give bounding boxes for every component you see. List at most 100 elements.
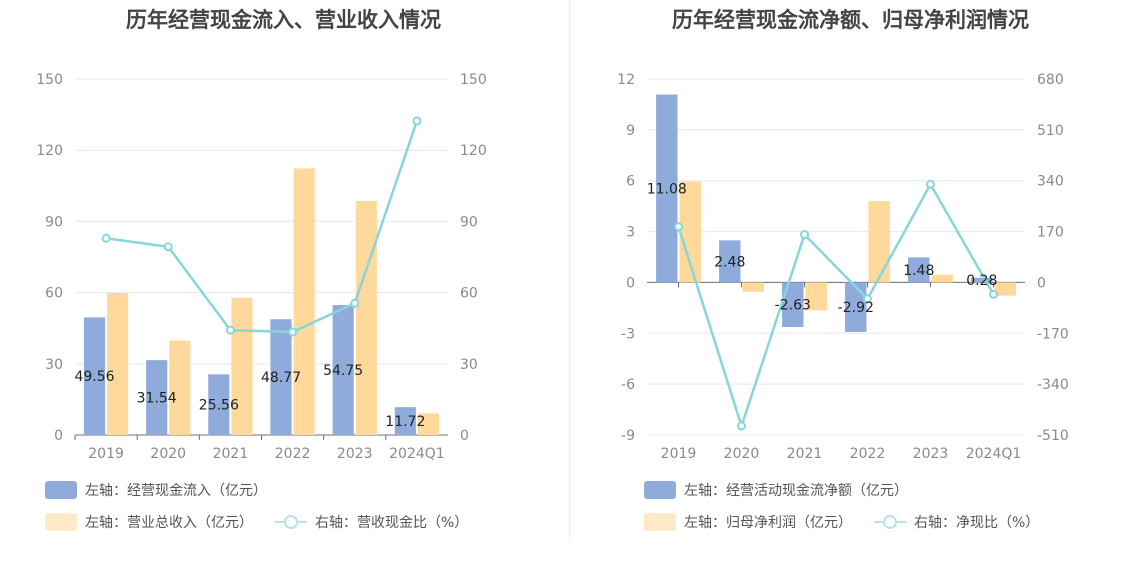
bar-series-2 — [293, 168, 315, 435]
y-right-tick-label: -170 — [1037, 326, 1069, 342]
y-left-tick-label: 0 — [54, 428, 63, 444]
line-point — [989, 289, 998, 299]
bar-series-2 — [931, 274, 953, 283]
legend-label: 右轴：净现比（%） — [914, 515, 1040, 531]
bar-series-1 — [270, 319, 292, 435]
y-right-tick-label: 680 — [1037, 72, 1064, 88]
legend-line-circle-icon — [275, 515, 307, 529]
y-left-tick-label: -9 — [621, 428, 635, 444]
line-point — [412, 116, 422, 126]
chart-plot-area: 150 150 120 120 90 90 60 60 30 30 0 0 2019 2020 2021 20… — [36, 72, 487, 462]
y-right-tick-label: 170 — [1037, 225, 1064, 241]
legend-swatch-orange — [45, 513, 77, 531]
y-right-tick-label: 30 — [460, 357, 478, 373]
legend-label: 左轴：经营现金流入（亿元） — [85, 483, 267, 499]
x-tick-label: 2022 — [850, 446, 886, 462]
line-point — [350, 298, 360, 308]
y-right-tick-label: 60 — [460, 286, 478, 302]
x-tick-label: 2024Q1 — [389, 446, 445, 462]
bar-series-1 — [656, 94, 678, 283]
line-point — [863, 294, 872, 304]
line-series — [677, 181, 995, 431]
y-right-tick-label: 150 — [460, 72, 487, 88]
line-point — [163, 242, 173, 252]
legend-label: 右轴：营收现金比（%） — [315, 515, 469, 531]
x-tick-label: 2019 — [88, 446, 124, 462]
bar-series-2 — [231, 297, 253, 435]
legend-swatch-blue — [644, 481, 676, 499]
legend-item-net-profit[interactable]: 左轴：归母净利润（亿元） — [644, 512, 852, 532]
y-left-tick-label: 12 — [617, 72, 635, 88]
y-left-tick-label: 3 — [626, 225, 635, 241]
line-point — [101, 233, 111, 243]
bar-series-2 — [868, 201, 890, 283]
x-tick-label: 2022 — [275, 446, 311, 462]
line-series — [105, 120, 419, 334]
bar-data-label: 54.75 — [323, 363, 363, 379]
y-left-tick-label: -3 — [621, 326, 635, 342]
x-tick-label: 2020 — [724, 446, 760, 462]
chart-plot-area: 12 680 9 510 6 340 3 170 0 0 -3 -170 -6 -340 -9 -510 201… — [617, 72, 1069, 462]
legend-item-net-cash-flow[interactable]: 左轴：经营活动现金流净额（亿元） — [644, 480, 908, 500]
y-right-tick-label: 510 — [1037, 123, 1064, 139]
line-point — [800, 230, 809, 240]
x-tick-label: 2023 — [337, 446, 373, 462]
y-left-tick-label: 9 — [626, 123, 635, 139]
bar-series-2 — [994, 282, 1016, 296]
x-tick-label: 2021 — [787, 446, 823, 462]
legend-label: 左轴：经营活动现金流净额（亿元） — [684, 483, 908, 499]
bar-data-label: 49.56 — [74, 369, 114, 385]
x-tick-label: 2024Q1 — [966, 446, 1022, 462]
line-point — [674, 222, 683, 232]
x-tick-label: 2019 — [661, 446, 697, 462]
bar-series-2 — [417, 413, 440, 435]
legend-line-circle-icon — [874, 515, 906, 529]
bar-series-1 — [782, 282, 804, 328]
bar-series-2 — [107, 293, 129, 435]
bar-series-1 — [83, 317, 106, 435]
y-left-tick-label: 90 — [45, 214, 63, 230]
bar-series-1 — [845, 282, 867, 332]
x-tick-label: 2020 — [150, 446, 186, 462]
bar-data-label: -2.63 — [775, 298, 811, 314]
bar-data-label: 2.48 — [714, 254, 745, 270]
y-right-tick-label: 120 — [460, 143, 487, 159]
bar-series-2 — [355, 200, 377, 435]
bar-data-label: 11.08 — [647, 182, 687, 198]
y-right-tick-label: -510 — [1037, 428, 1069, 444]
bar-series-1 — [719, 240, 741, 283]
legend-item-ratio[interactable]: 右轴：营收现金比（%） — [275, 512, 468, 532]
bar-series-2 — [169, 340, 191, 435]
x-tick-label: 2023 — [913, 446, 949, 462]
chart-title: 历年经营现金流入、营业收入情况 — [126, 8, 441, 32]
bar-data-label: -2.92 — [838, 300, 874, 316]
bar-series-1 — [394, 407, 416, 435]
bar-series-1 — [908, 257, 930, 283]
bar-data-label: 48.77 — [261, 370, 301, 386]
legend-swatch-blue — [45, 481, 77, 499]
y-left-tick-label: 120 — [36, 143, 63, 159]
line-point — [926, 179, 935, 189]
y-left-tick-label: 0 — [626, 275, 635, 291]
y-left-tick-label: 6 — [626, 174, 635, 190]
bar-series-2 — [805, 282, 827, 311]
bar-data-label: 1.48 — [903, 263, 934, 279]
y-left-tick-label: 150 — [36, 72, 63, 88]
y-right-tick-label: 0 — [1037, 275, 1046, 291]
chart-panel-left: 历年经营现金流入、营业收入情况 150 150 120 120 90 90 60 60 30 30… — [36, 8, 487, 532]
panel-divider — [569, 0, 570, 540]
legend-item-cash-inflow[interactable]: 左轴：经营现金流入（亿元） — [45, 480, 267, 500]
y-right-tick-label: 90 — [460, 214, 478, 230]
y-right-tick-label: -340 — [1037, 377, 1069, 393]
y-right-tick-label: 340 — [1037, 174, 1064, 190]
bar-series-2 — [742, 282, 764, 292]
bar-series-2 — [679, 181, 701, 283]
bar-data-label: 25.56 — [199, 398, 239, 414]
y-right-tick-label: 0 — [460, 428, 469, 444]
bar-data-label: 31.54 — [137, 391, 177, 407]
bar-data-label: 11.72 — [385, 414, 425, 430]
y-left-tick-label: -6 — [621, 377, 635, 393]
line-point — [737, 421, 746, 431]
legend-item-revenue[interactable]: 左轴：营业总收入（亿元） — [45, 512, 253, 532]
legend-item-cash-ratio[interactable]: 右轴：净现比（%） — [874, 512, 1039, 532]
